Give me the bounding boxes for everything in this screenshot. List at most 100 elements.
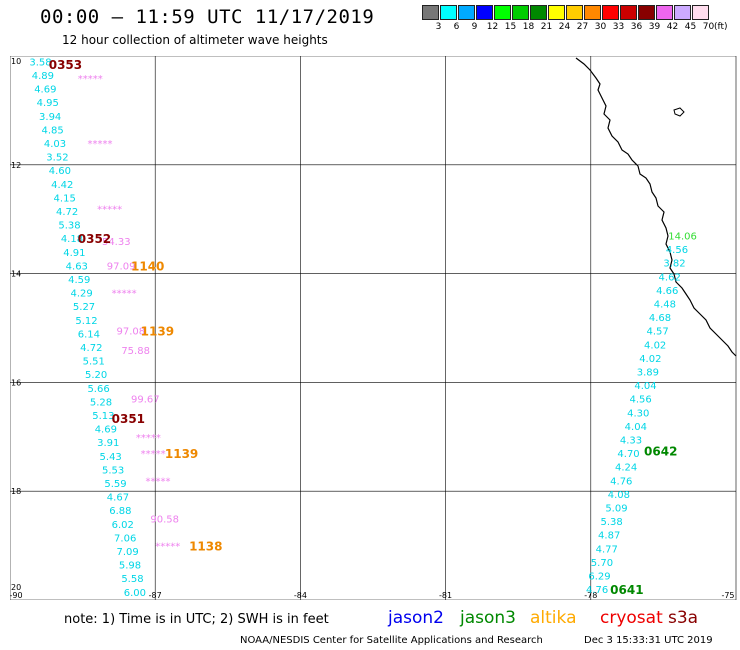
wave-height-value: *****: [141, 449, 166, 460]
pass-time-label: 0351: [112, 412, 145, 426]
satellite-name-altika: altika: [530, 608, 577, 628]
wave-height-value: 4.18: [61, 234, 83, 245]
legend-swatch: [584, 5, 601, 20]
wave-height-value: 4.85: [41, 125, 63, 136]
wave-height-value: 97.09: [107, 261, 136, 272]
wave-height-value: 4.89: [32, 71, 54, 82]
island-outline: [673, 107, 685, 117]
legend-label: 30: [594, 22, 607, 32]
legend-label: 27: [576, 22, 589, 32]
wave-height-value: 4.72: [80, 343, 102, 354]
wave-height-value: 5.27: [73, 302, 95, 313]
wave-height-value: *****: [87, 139, 112, 150]
wave-height-value: 4.24: [615, 463, 637, 474]
wave-height-value: 6.00: [124, 588, 146, 599]
legend-label: 42: [666, 22, 679, 32]
lon-tick-label: -81: [439, 591, 452, 600]
wave-height-value: 4.69: [34, 85, 56, 96]
wave-height-value: 5.38: [600, 517, 622, 528]
lon-tick-label: -87: [149, 591, 162, 600]
wave-height-value: 5.70: [591, 558, 613, 569]
wave-height-value: 3.94: [39, 112, 61, 123]
wave-height-value: 4.56: [630, 395, 652, 406]
wave-height-value: 5.59: [104, 479, 126, 490]
legend-label: 6: [453, 22, 460, 32]
wave-height-value: 3.91: [97, 438, 119, 449]
wave-height-value: 3.82: [663, 259, 685, 270]
wave-height-value: 5.38: [58, 221, 80, 232]
wave-height-value: 4.57: [646, 327, 668, 338]
wave-height-value: 4.48: [654, 300, 676, 311]
legend-swatch: [530, 5, 547, 20]
lat-tick-label: 18: [11, 487, 21, 496]
wave-height-value: 3.89: [637, 368, 659, 379]
legend-swatch: [602, 5, 619, 20]
pass-time-label: 1140: [131, 259, 164, 273]
legend-label: 3: [435, 22, 442, 32]
wave-height-value: 5.58: [121, 574, 143, 585]
wave-height-value: 99.67: [131, 395, 160, 406]
wave-height-value: 4.02: [639, 354, 661, 365]
wave-height-map: -90 -87 -84 -81 -78 -75 10 12 14 16 18 20 3.58 4.89 4…: [10, 56, 737, 600]
legend-swatch: [566, 5, 583, 20]
lon-tick-label: -90: [10, 591, 23, 600]
legend-swatch: [638, 5, 655, 20]
wave-height-value: 5.28: [90, 397, 112, 408]
legend-label: 15: [504, 22, 517, 32]
wave-height-value: 5.66: [87, 384, 109, 395]
wave-height-value: 4.68: [649, 313, 671, 324]
coastline: [575, 57, 737, 357]
pass-time-label: 1139: [141, 325, 174, 339]
wave-height-value: 4.56: [666, 245, 688, 256]
satellite-name-jason3: jason3: [460, 608, 516, 628]
wave-height-value: *****: [112, 289, 137, 300]
wave-height-value: 4.77: [596, 544, 618, 555]
pass-time-label: 0353: [49, 58, 82, 72]
page-title: 00:00 – 11:59 UTC 11/17/2019: [40, 6, 375, 28]
wave-height-value: 4.87: [598, 531, 620, 542]
legend-label: 24: [558, 22, 571, 32]
lon-tick-label: -84: [294, 591, 307, 600]
legend-swatch: [620, 5, 637, 20]
wave-height-value: 4.59: [68, 275, 90, 286]
map-frame: [10, 56, 736, 600]
wave-height-value: 6.88: [109, 506, 131, 517]
wave-height-value: 4.29: [71, 289, 93, 300]
wave-height-value: 6.29: [588, 572, 610, 583]
wave-height-value: 4.42: [51, 180, 73, 191]
wave-height-value: 4.33: [620, 436, 642, 447]
legend-swatch: [440, 5, 457, 20]
legend-label: 33: [612, 22, 625, 32]
wave-height-value: 90.58: [150, 514, 179, 525]
wave-height-value: 4.70: [617, 449, 639, 460]
wave-height-value: 4.62: [659, 272, 681, 283]
wave-height-value: 75.88: [121, 346, 150, 357]
wave-height-value: 5.09: [605, 504, 627, 515]
legend-swatch: [692, 5, 709, 20]
legend-label: 39: [648, 22, 661, 32]
legend-label: 9: [471, 22, 478, 32]
wave-height-value: 4.66: [656, 286, 678, 297]
satellite-name-s3a: s3a: [668, 608, 699, 628]
pass-time-label: 1138: [189, 540, 222, 554]
pass-time-label: 0641: [610, 583, 643, 597]
wave-height-value: 5.98: [119, 561, 141, 572]
legend-swatch: [656, 5, 673, 20]
wave-height-value: *****: [136, 433, 161, 444]
legend-label: 36: [630, 22, 643, 32]
wave-height-value: 4.69: [95, 425, 117, 436]
wave-height-value: 4.02: [644, 340, 666, 351]
legend-swatch: [674, 5, 691, 20]
satellite-name-jason2: jason2: [388, 608, 444, 628]
legend-label: 70: [702, 22, 715, 32]
wave-height-value: 97.08: [116, 327, 145, 338]
page-subtitle: 12 hour collection of altimeter wave hei…: [62, 33, 328, 47]
lat-tick-label: 12: [11, 161, 21, 170]
lon-tick-label: -78: [584, 591, 597, 600]
legend-label: 18: [522, 22, 535, 32]
wave-height-value: 4.03: [44, 139, 66, 150]
pass-time-labels: 0353 0352 1140 1139 0351 1139 1138 0642 0641: [49, 58, 678, 597]
wave-height-value: *****: [146, 476, 171, 487]
wave-height-value: 7.09: [116, 547, 138, 558]
legend-swatch: [422, 5, 439, 20]
